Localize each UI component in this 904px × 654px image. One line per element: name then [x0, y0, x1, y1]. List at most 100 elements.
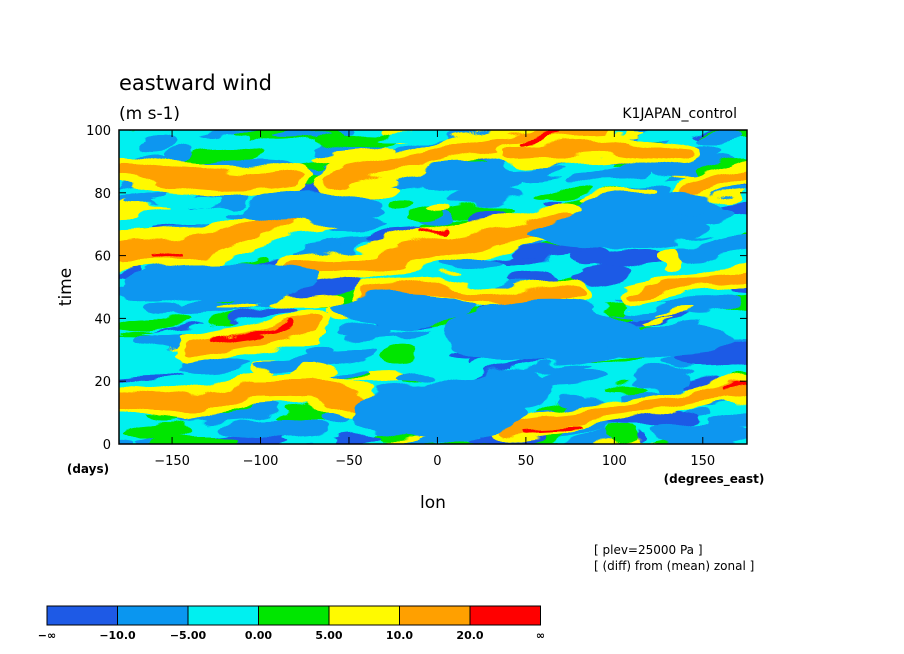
y-unit-label: (days): [67, 462, 109, 476]
field-feature: [205, 322, 298, 343]
field-patch: [119, 350, 137, 361]
field-patch: [749, 257, 773, 273]
y-axis: 0 20 40 60 80 100: [86, 124, 747, 453]
field-feature: [181, 316, 322, 358]
field-feature: [446, 302, 641, 366]
field-patch: [163, 145, 196, 166]
field-feature: [242, 189, 385, 228]
field-patch: [374, 133, 426, 140]
field-patch: [715, 410, 747, 424]
field-patch: [661, 247, 685, 268]
colorbar-swatch: [187, 605, 259, 626]
x-axis-label: lon: [420, 493, 446, 513]
field-patch: [137, 325, 237, 337]
field-patch: [657, 379, 682, 393]
colorbar-swatch: [258, 605, 330, 626]
x-tick-label: 150: [690, 454, 715, 469]
field-patch: [182, 202, 233, 214]
experiment-label: K1JAPAN_control: [622, 106, 737, 122]
x-tick-label: 0: [433, 454, 441, 469]
field-patch: [173, 294, 262, 318]
field-feature: [578, 192, 721, 225]
x-unit-label: (degrees_east): [664, 472, 765, 487]
field-patch: [281, 349, 380, 366]
field-patch: [632, 298, 731, 316]
x-tick-label: −100: [243, 454, 279, 469]
field-patch: [426, 205, 452, 213]
colorbar-swatch: [117, 605, 189, 626]
y-tick-label: 0: [103, 438, 111, 453]
colorbar-swatch: [328, 605, 400, 626]
field-patch: [216, 300, 263, 311]
field-patch: [708, 221, 747, 237]
field-patch: [384, 348, 414, 365]
field-feature: [360, 280, 586, 309]
x-tick-label: −150: [154, 454, 190, 469]
y-tick-label: 40: [94, 312, 111, 327]
field-patch: [141, 297, 184, 314]
field-feature: [524, 426, 581, 434]
field-feature: [678, 167, 747, 200]
x-tick-label: 100: [602, 454, 627, 469]
field-patch: [397, 373, 436, 385]
field-patch: [635, 318, 672, 326]
field-patch: [314, 130, 392, 151]
field-feature: [127, 261, 323, 300]
y-tick-label: 60: [94, 250, 111, 265]
colorbar-swatch: [469, 605, 541, 626]
field-feature: [514, 130, 564, 145]
colorbar-label: −10.0: [99, 629, 136, 642]
field-patch: [546, 183, 595, 197]
colorbar-label: 20.0: [456, 629, 483, 642]
field-feature: [596, 327, 739, 360]
field-patch: [593, 250, 676, 267]
colorbar-label: −∞: [38, 629, 56, 642]
field-patch: [545, 161, 606, 172]
field-feature: [331, 293, 473, 325]
field-patch: [273, 133, 338, 143]
field-patch: [280, 149, 317, 162]
field-patch: [197, 136, 253, 150]
field-feature: [418, 229, 448, 235]
x-axis: −150 −100 −50 0 50 100 150: [154, 130, 715, 469]
field-patch: [234, 130, 281, 138]
field-patch: [512, 245, 591, 257]
x-tick-label: −50: [335, 454, 362, 469]
field-patch: [696, 130, 741, 147]
field-feature: [727, 382, 747, 390]
colorbar-label: −5.00: [170, 629, 207, 642]
heatmap-field: [119, 130, 773, 444]
field-patch: [119, 315, 190, 329]
colorbar-swatch: [46, 605, 118, 626]
field-feature: [428, 371, 553, 410]
plot-frame: [118, 129, 748, 445]
field-feature: [649, 422, 747, 444]
field-patch: [275, 291, 348, 308]
field-patch: [700, 246, 747, 270]
field-patch: [602, 429, 636, 444]
field-feature: [419, 164, 526, 190]
field-feature: [152, 250, 183, 258]
units-label: (m s-1): [119, 104, 180, 124]
field-feature: [286, 208, 571, 281]
field-patch: [398, 433, 487, 444]
y-tick-label: 20: [94, 375, 111, 390]
field-patch: [556, 395, 585, 406]
field-patch: [573, 264, 630, 285]
colorbar-label: 5.00: [315, 629, 342, 642]
field-patch: [656, 310, 692, 317]
field-patch: [304, 342, 333, 358]
field-patch: [592, 172, 671, 191]
colorbar: −∞ −10.0 −5.00 0.00 5.00 10.0 20.0 ∞: [38, 605, 545, 642]
field-patch: [507, 162, 566, 176]
colorbar-label: ∞: [536, 629, 545, 642]
field-patch: [388, 198, 412, 213]
field-feature: [225, 418, 332, 438]
field-patch: [635, 130, 718, 139]
field-feature: [501, 381, 747, 435]
note-plev: [ plev=25000 Pa ]: [594, 543, 703, 557]
field-feature: [501, 139, 692, 162]
y-tick-label: 80: [94, 187, 111, 202]
colorbar-swatch: [399, 605, 471, 626]
